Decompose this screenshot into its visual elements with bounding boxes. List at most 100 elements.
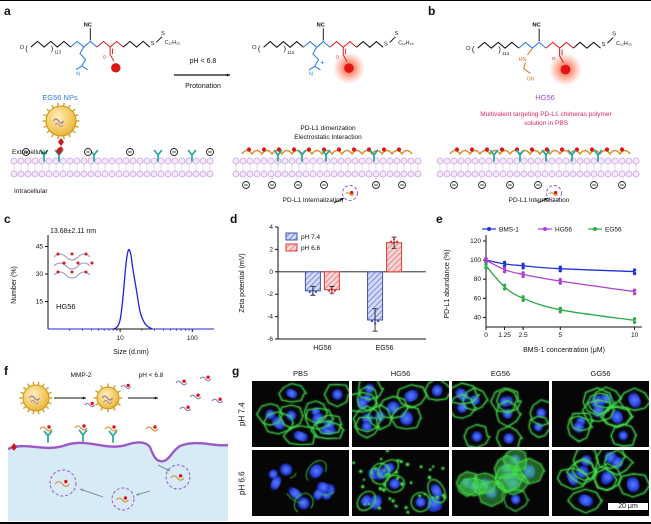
micrograph-HG56-pH-7.4 bbox=[352, 381, 449, 447]
micrograph-HG56-pH-6.6 bbox=[352, 450, 449, 516]
micrograph-PBS-pH-6.6 bbox=[252, 450, 349, 516]
svg-text:2: 2 bbox=[269, 246, 273, 253]
vesicle-icon bbox=[342, 185, 358, 201]
mmp2-label: MMP-2 bbox=[70, 372, 92, 379]
column-header-eg56: EG56 bbox=[490, 369, 511, 378]
svg-text:N: N bbox=[309, 72, 313, 78]
hg56-label: HG56 bbox=[535, 93, 555, 102]
vesicle-icon bbox=[546, 185, 562, 201]
svg-text:0: 0 bbox=[484, 332, 488, 339]
svg-text:60: 60 bbox=[474, 295, 482, 302]
svg-text:113: 113 bbox=[287, 50, 294, 55]
pd-l1-receptor-icon bbox=[187, 149, 197, 162]
legend-pH74: pH 7.4 bbox=[301, 234, 321, 241]
svg-text:-6: -6 bbox=[267, 336, 273, 343]
svg-text:N: N bbox=[76, 71, 80, 77]
svg-text:40: 40 bbox=[474, 314, 482, 321]
ester-block bbox=[545, 41, 574, 49]
drug-dot bbox=[544, 147, 550, 152]
drug-dot bbox=[469, 147, 475, 152]
arrow-condition-label: pH < 6.8 bbox=[189, 58, 217, 65]
reaction-arrow bbox=[174, 73, 230, 77]
extracellular-label: Extracellular bbox=[12, 149, 48, 156]
svg-text:Zeta potential (mV): Zeta potential (mV) bbox=[239, 253, 246, 313]
svg-text:O: O bbox=[252, 45, 257, 51]
raft-end bbox=[123, 40, 151, 48]
cell-membrane-right bbox=[232, 147, 422, 204]
drug-dot bbox=[123, 496, 128, 500]
drug-dot bbox=[206, 375, 210, 379]
drug-dot bbox=[291, 147, 297, 152]
svg-text:80: 80 bbox=[474, 276, 482, 283]
polymer-fragment bbox=[84, 402, 96, 408]
pd-l1-receptor-icon bbox=[54, 149, 64, 162]
cell-cytoplasm bbox=[8, 442, 228, 521]
targeting-ligand-icon bbox=[58, 138, 64, 151]
svg-text:NC: NC bbox=[532, 23, 541, 29]
cell-membrane-line bbox=[8, 441, 228, 463]
polymer-fragment bbox=[104, 426, 118, 432]
np-disassembly-scheme bbox=[19, 375, 224, 415]
polymer-fragment bbox=[39, 426, 53, 432]
pd-l1-receptor-icon bbox=[39, 149, 49, 162]
svg-text:EG56: EG56 bbox=[376, 345, 394, 352]
micrograph-EG56-pH-7.4 bbox=[452, 381, 549, 447]
svg-text:O: O bbox=[466, 46, 471, 52]
drug-dot bbox=[553, 190, 558, 195]
polymer-fragment bbox=[189, 394, 202, 400]
negative-charge-icon bbox=[506, 181, 514, 189]
drug-dot bbox=[186, 405, 190, 409]
drug-dot bbox=[261, 147, 267, 152]
raft-end bbox=[356, 40, 384, 48]
legend-BMS-1: BMS-1 bbox=[499, 227, 519, 234]
nanoparticle bbox=[42, 102, 80, 151]
svg-text:O: O bbox=[336, 55, 340, 61]
pd-l1-receptor-icon bbox=[593, 149, 603, 162]
peg-backbone bbox=[477, 41, 520, 49]
negative-charge-icon bbox=[450, 181, 458, 189]
chimera-polymer-chain bbox=[241, 149, 413, 156]
dls-size-chart: 15 30 45 10 100 13.68±2.11 nm HG56 Number (%) Si… bbox=[11, 228, 214, 356]
svg-text:O: O bbox=[552, 56, 556, 62]
drug-dot bbox=[126, 383, 130, 388]
svg-text:): ) bbox=[283, 44, 286, 53]
pd-l1-receptor-icon bbox=[43, 430, 53, 443]
drug-dot bbox=[619, 147, 625, 152]
negative-charge-icon bbox=[478, 181, 486, 189]
svg-text:C₁₂H₂₅: C₁₂H₂₅ bbox=[165, 40, 180, 46]
polymer-fragment bbox=[211, 398, 224, 404]
drug-dot bbox=[499, 147, 505, 152]
drug-dot bbox=[64, 479, 68, 484]
panel-b-label: b bbox=[428, 4, 436, 18]
drug-dot bbox=[276, 147, 282, 152]
svg-text:OH: OH bbox=[526, 76, 534, 82]
targeting-ligand-icon bbox=[11, 443, 17, 451]
negative-charge-icon bbox=[242, 181, 250, 189]
column-header-gg56: GG56 bbox=[590, 369, 611, 378]
row-label-ph66: pH 6.6 bbox=[237, 471, 247, 495]
nanoparticle-icon bbox=[42, 102, 80, 151]
ester-block bbox=[96, 40, 124, 48]
polymer-fragment bbox=[549, 192, 559, 196]
drug-dot bbox=[90, 401, 94, 406]
negative-charge-icon bbox=[398, 181, 406, 189]
svg-text:100: 100 bbox=[470, 257, 481, 264]
polymer-inset bbox=[53, 253, 91, 261]
internalization-label-a: PD-L1 Internalization bbox=[282, 197, 344, 204]
scale-bar bbox=[613, 513, 643, 516]
drug-dot bbox=[182, 379, 186, 383]
drug-dot bbox=[153, 425, 157, 429]
drug-dot bbox=[196, 393, 200, 397]
svg-text:0: 0 bbox=[269, 269, 273, 276]
drug-dot bbox=[396, 147, 402, 152]
amine-block bbox=[70, 40, 98, 48]
svg-text:S: S bbox=[151, 41, 155, 47]
column-header-hg56: HG56 bbox=[390, 369, 411, 378]
svg-text:S: S bbox=[161, 31, 165, 37]
drug-ball bbox=[111, 63, 121, 73]
drug-dot bbox=[218, 397, 222, 401]
negative-charge-icon bbox=[126, 148, 134, 156]
svg-text:120: 120 bbox=[470, 238, 481, 245]
svg-text:2.5: 2.5 bbox=[519, 332, 528, 339]
